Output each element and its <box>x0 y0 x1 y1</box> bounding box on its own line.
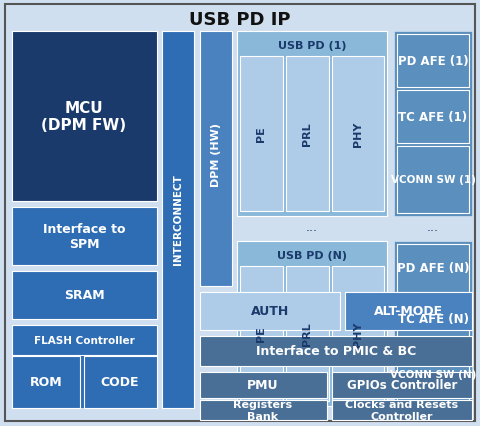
Bar <box>397 91 469 144</box>
Text: Clocks and Resets
Controller: Clocks and Resets Controller <box>346 399 458 421</box>
Text: ALT-MODE: ALT-MODE <box>373 305 443 318</box>
Text: INTERCONNECT: INTERCONNECT <box>173 174 183 265</box>
Bar <box>345 292 472 330</box>
Bar <box>394 242 472 406</box>
Text: Interface to PMIC & BC: Interface to PMIC & BC <box>256 345 416 358</box>
Text: DPM (HW): DPM (HW) <box>211 123 221 187</box>
Bar <box>332 372 472 398</box>
Text: USB PD IP: USB PD IP <box>189 11 291 29</box>
Text: Registers
Bank: Registers Bank <box>233 399 293 421</box>
Bar <box>162 32 194 408</box>
Bar <box>397 295 469 343</box>
Text: TC AFE (N): TC AFE (N) <box>397 313 468 326</box>
Bar <box>397 35 469 88</box>
Bar <box>332 400 472 420</box>
Text: PE: PE <box>256 325 266 341</box>
Text: Interface to
SPM: Interface to SPM <box>43 222 125 250</box>
Bar <box>12 356 157 408</box>
Bar <box>200 400 327 420</box>
Bar <box>12 207 157 265</box>
Text: PD AFE (1): PD AFE (1) <box>398 55 468 67</box>
Bar <box>397 147 469 213</box>
Text: ...: ... <box>306 221 318 234</box>
Text: USB PD (1): USB PD (1) <box>278 41 346 51</box>
Text: TC AFE (1): TC AFE (1) <box>398 110 468 123</box>
Text: VCONN SW (1): VCONN SW (1) <box>391 175 475 184</box>
Bar <box>332 57 384 211</box>
Bar <box>237 32 387 216</box>
Bar <box>84 356 157 408</box>
Bar <box>332 266 384 401</box>
Text: PRL: PRL <box>302 322 312 345</box>
Bar <box>200 292 340 330</box>
Text: ...: ... <box>427 221 439 234</box>
Text: ROM: ROM <box>30 376 62 389</box>
Bar <box>240 266 283 401</box>
Text: VCONN SW (N): VCONN SW (N) <box>390 369 476 379</box>
Bar <box>286 57 329 211</box>
Text: USB PD (N): USB PD (N) <box>277 250 347 260</box>
Bar <box>397 245 469 292</box>
Text: PMU: PMU <box>247 379 279 391</box>
Bar <box>12 356 80 408</box>
Text: PD AFE (N): PD AFE (N) <box>397 262 469 275</box>
Text: PHY: PHY <box>353 121 363 147</box>
Text: SRAM: SRAM <box>64 289 104 302</box>
Bar <box>200 336 472 366</box>
Bar <box>200 372 327 398</box>
Bar <box>12 32 157 201</box>
Text: GPIOs Controller: GPIOs Controller <box>347 379 457 391</box>
Bar <box>240 57 283 211</box>
Text: PRL: PRL <box>302 122 312 145</box>
Bar <box>397 346 469 403</box>
Bar <box>200 32 232 286</box>
Text: MCU
(DPM FW): MCU (DPM FW) <box>41 101 127 133</box>
Bar <box>237 242 387 406</box>
Text: AUTH: AUTH <box>251 305 289 318</box>
Bar <box>12 325 157 355</box>
Bar <box>286 266 329 401</box>
Text: CODE: CODE <box>101 376 139 389</box>
Bar <box>394 32 472 216</box>
Text: PHY: PHY <box>353 320 363 346</box>
Bar <box>12 271 157 319</box>
Text: PE: PE <box>256 126 266 141</box>
Text: FLASH Controller: FLASH Controller <box>34 335 134 345</box>
